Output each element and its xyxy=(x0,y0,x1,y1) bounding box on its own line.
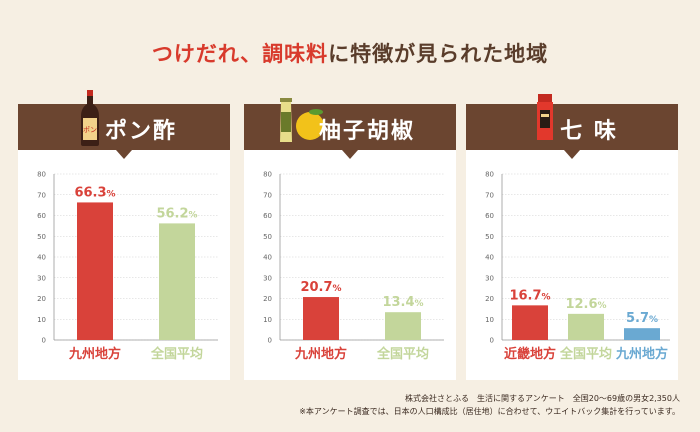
percent-sign: % xyxy=(542,292,551,302)
panel-title: 七 味 xyxy=(560,119,618,144)
percent-sign: % xyxy=(415,299,424,309)
chart-yuzukosho: 0 10 20 30 40 50 60 70 80 20.7% 九州地方 13.4% 全国平均 xyxy=(263,171,444,362)
percent-sign: % xyxy=(189,210,198,220)
bar xyxy=(512,305,548,340)
bar xyxy=(159,223,195,340)
percent-sign: % xyxy=(649,315,658,325)
panel-header: 柚子胡椒 xyxy=(244,98,456,159)
y-tick-label: 40 xyxy=(263,254,272,262)
svg-text:ポン: ポン xyxy=(83,126,97,134)
shichimi-jar-icon xyxy=(536,94,554,146)
weighting-note: ※本アンケート調査では、日本の人口構成比（居住地）に合わせて、ウエイトバック集計… xyxy=(299,407,680,416)
y-tick-label: 10 xyxy=(485,316,494,324)
category-label: 全国平均 xyxy=(150,346,203,362)
title-highlight: つけだれ、調味料 xyxy=(151,42,329,66)
value-label: 16.7% xyxy=(509,288,550,303)
y-tick-label: 0 xyxy=(268,337,272,345)
y-tick-label: 0 xyxy=(490,337,494,345)
y-tick-label: 80 xyxy=(485,171,494,179)
value-label: 13.4% xyxy=(382,295,423,310)
y-tick-label: 40 xyxy=(37,254,46,262)
title-rest: に特徴が見られた地域 xyxy=(328,42,549,66)
y-tick-label: 30 xyxy=(37,274,46,282)
panel-ponzu: ポン ポン酢 0 10 20 30 40 50 60 70 80 66.3% 九州地方 56.2% 全国… xyxy=(18,90,230,380)
y-tick-label: 20 xyxy=(263,295,272,303)
y-tick-label: 20 xyxy=(37,295,46,303)
y-tick-label: 50 xyxy=(37,233,46,241)
panel-header: ポン ポン酢 xyxy=(18,90,230,159)
y-tick-label: 60 xyxy=(485,212,494,220)
value-label: 5.7% xyxy=(626,311,658,326)
chart-shichimi: 0 10 20 30 40 50 60 70 80 16.7% 近畿地方 12.6% 全国平均 5.7% 九… xyxy=(485,171,670,362)
y-tick-label: 70 xyxy=(263,191,272,199)
category-label: 九州地方 xyxy=(615,346,668,362)
bar xyxy=(624,328,660,340)
percent-sign: % xyxy=(107,189,116,199)
category-label: 近畿地方 xyxy=(504,346,556,362)
y-tick-label: 30 xyxy=(485,274,494,282)
category-label: 全国平均 xyxy=(376,346,429,362)
category-label: 九州地方 xyxy=(294,346,347,362)
y-tick-label: 20 xyxy=(485,295,494,303)
bar xyxy=(77,202,113,340)
chart-ponzu: 0 10 20 30 40 50 60 70 80 66.3% 九州地方 56.2% 全国平均 xyxy=(37,171,218,362)
source-note: 株式会社さとふる 生活に関するアンケート 全国20～69歳の男女2,350人 ※… xyxy=(299,392,680,418)
value-label: 12.6% xyxy=(565,297,606,312)
y-tick-label: 80 xyxy=(263,171,272,179)
panel-shichimi: 七 味 0 10 20 30 40 50 60 70 80 16.7% 近畿地方 12.6% 全国平均 5… xyxy=(466,94,678,380)
percent-sign: % xyxy=(333,284,342,294)
category-label: 九州地方 xyxy=(68,346,121,362)
category-label: 全国平均 xyxy=(559,346,612,362)
yuzukosho-tube-icon xyxy=(278,98,328,148)
y-tick-label: 30 xyxy=(263,274,272,282)
bar xyxy=(303,297,339,340)
source-line: 株式会社さとふる 生活に関するアンケート 全国20～69歳の男女2,350人 xyxy=(405,394,680,403)
panel-title: 柚子胡椒 xyxy=(318,119,415,144)
y-tick-label: 80 xyxy=(37,171,46,179)
y-tick-label: 0 xyxy=(42,337,46,345)
bar xyxy=(385,312,421,340)
y-tick-label: 70 xyxy=(37,191,46,199)
y-tick-label: 70 xyxy=(485,191,494,199)
y-tick-label: 40 xyxy=(485,254,494,262)
percent-sign: % xyxy=(598,301,607,311)
header-pointer xyxy=(342,150,358,159)
y-tick-label: 50 xyxy=(485,233,494,241)
panel-title: ポン酢 xyxy=(104,119,177,144)
value-label: 20.7% xyxy=(300,280,341,295)
panel-yuzukosho: 柚子胡椒 0 10 20 30 40 50 60 70 80 20.7% 九州地方 13.4% 全国平均 xyxy=(244,98,456,380)
bar xyxy=(568,313,604,340)
y-tick-label: 10 xyxy=(263,316,272,324)
y-tick-label: 60 xyxy=(263,212,272,220)
header-pointer xyxy=(116,150,132,159)
value-label: 56.2% xyxy=(156,206,197,221)
y-tick-label: 60 xyxy=(37,212,46,220)
panel-header: 七 味 xyxy=(466,94,678,159)
header-pointer xyxy=(564,150,580,159)
value-label: 66.3% xyxy=(74,185,115,200)
y-tick-label: 50 xyxy=(263,233,272,241)
ponzu-bottle-icon: ポン xyxy=(80,90,100,150)
y-tick-label: 10 xyxy=(37,316,46,324)
page-title: つけだれ、調味料に特徴が見られた地域 xyxy=(0,38,700,68)
